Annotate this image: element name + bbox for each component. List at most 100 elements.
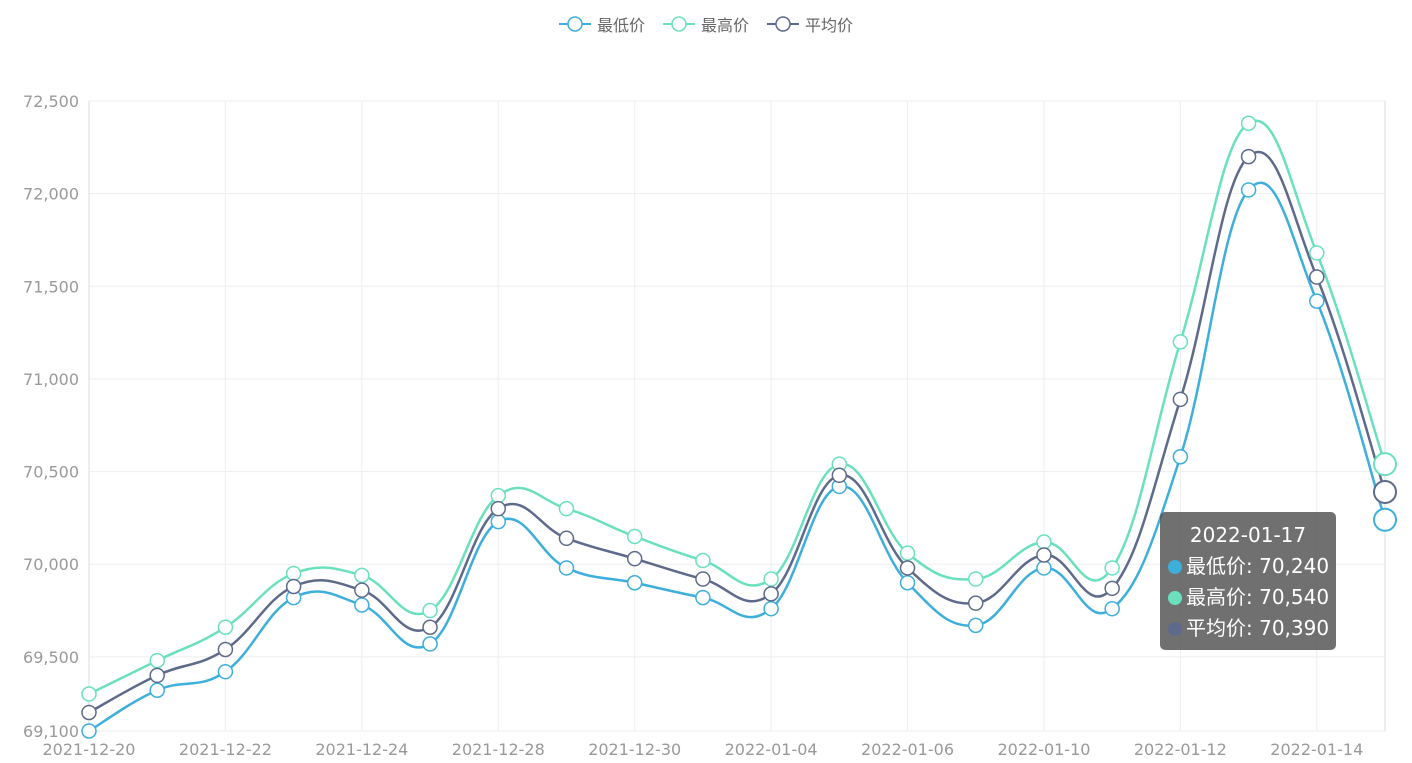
data-point[interactable] <box>217 619 234 635</box>
tooltip: 2022-01-17 最低价: 70,240 最高价: 70,540 平均价: … <box>1160 512 1336 650</box>
data-point[interactable] <box>422 619 438 635</box>
series-dot-icon <box>1168 590 1182 605</box>
legend-label: 最低价 <box>596 16 645 35</box>
tooltip-row-text: 平均价: 70,390 <box>1186 616 1330 640</box>
data-point[interactable] <box>354 597 370 613</box>
data-point[interactable] <box>695 589 711 606</box>
data-point[interactable] <box>1240 148 1257 165</box>
data-point[interactable] <box>763 586 779 602</box>
data-point[interactable] <box>1172 391 1189 408</box>
data-point[interactable] <box>149 667 165 684</box>
data-point[interactable] <box>558 530 575 547</box>
data-point[interactable] <box>763 600 779 617</box>
data-point[interactable] <box>899 545 916 561</box>
tooltip-row-text: 最低价: 70,240 <box>1186 554 1330 578</box>
series-line-2 <box>88 150 1387 714</box>
legend: 最低价 最高价 平均价 <box>0 12 1412 36</box>
legend-label: 最高价 <box>700 16 749 35</box>
data-point[interactable] <box>1104 560 1120 576</box>
data-point[interactable] <box>831 467 848 484</box>
data-point[interactable] <box>899 560 916 576</box>
data-point[interactable] <box>490 513 507 530</box>
data-point[interactable] <box>1309 269 1325 285</box>
data-point[interactable] <box>490 500 507 517</box>
data-point[interactable] <box>81 686 97 702</box>
data-point[interactable] <box>149 652 165 669</box>
data-point[interactable] <box>899 575 916 591</box>
data-point[interactable] <box>217 641 234 658</box>
data-point[interactable] <box>422 602 438 619</box>
data-point[interactable] <box>1240 115 1257 131</box>
data-point[interactable] <box>354 582 370 598</box>
data-point[interactable] <box>1104 600 1120 617</box>
data-point[interactable] <box>285 578 302 595</box>
series-dot-icon <box>1168 559 1182 574</box>
data-point[interactable] <box>1172 449 1189 465</box>
data-point[interactable] <box>558 560 575 576</box>
x-tick-label: 2022-01-12 <box>1134 740 1227 759</box>
tooltip-title: 2022-01-17 <box>1189 523 1307 547</box>
data-point[interactable] <box>217 663 234 680</box>
data-point[interactable] <box>1309 293 1325 309</box>
data-point[interactable] <box>81 723 97 739</box>
legend-item-lowest[interactable]: 最低价 <box>558 12 645 36</box>
axes: 69,100 69,500 70,000 70,500 71,000 71,500 72,0… <box>23 92 1386 759</box>
tooltip-row-highest: 最高价: 70,540 <box>1168 582 1336 613</box>
data-point[interactable] <box>1373 452 1397 477</box>
data-point[interactable] <box>967 571 984 587</box>
data-point[interactable] <box>1036 534 1052 550</box>
legend-item-average[interactable]: 平均价 <box>767 12 853 36</box>
y-tick-label: 72,000 <box>23 185 79 204</box>
x-tick-label: 2021-12-24 <box>315 740 408 759</box>
legend-line-circle-icon <box>662 16 695 32</box>
data-point[interactable] <box>285 565 302 582</box>
data-point[interactable] <box>695 571 711 587</box>
data-point[interactable] <box>1036 547 1052 563</box>
y-tick-label: 69,100 <box>23 722 79 741</box>
data-point[interactable] <box>967 595 984 611</box>
data-point[interactable] <box>695 552 711 569</box>
data-point[interactable] <box>1172 334 1189 350</box>
y-tick-label: 71,000 <box>23 370 79 389</box>
tooltip-row-lowest: 最低价: 70,240 <box>1168 551 1336 582</box>
data-point[interactable] <box>626 550 643 567</box>
data-point[interactable] <box>967 617 984 634</box>
y-tick-label: 69,500 <box>23 648 79 667</box>
data-point[interactable] <box>1240 182 1257 198</box>
legend-line-circle-icon <box>558 16 591 32</box>
data-point[interactable] <box>626 575 643 591</box>
data-point[interactable] <box>81 704 97 721</box>
x-tick-label: 2022-01-06 <box>861 740 954 759</box>
data-point[interactable] <box>558 500 575 517</box>
x-tick-label: 2022-01-14 <box>1270 740 1363 759</box>
data-point[interactable] <box>490 487 507 504</box>
data-point[interactable] <box>1309 245 1325 261</box>
series-line-1 <box>88 119 1387 696</box>
data-point[interactable] <box>354 567 370 584</box>
series-layer <box>81 115 1397 739</box>
tooltip-row-average: 平均价: 70,390 <box>1168 613 1336 644</box>
data-point[interactable] <box>1104 580 1120 597</box>
x-tick-label: 2021-12-28 <box>452 740 545 759</box>
x-tick-label: 2021-12-20 <box>43 740 136 759</box>
x-tick-label: 2021-12-30 <box>588 740 681 759</box>
series-dot-icon <box>1168 621 1182 636</box>
y-tick-label: 72,500 <box>23 92 79 111</box>
x-tick-label: 2022-01-04 <box>725 740 818 759</box>
y-tick-label: 70,500 <box>23 463 79 482</box>
data-point[interactable] <box>626 528 643 545</box>
series-line-0 <box>88 181 1387 733</box>
data-point[interactable] <box>1373 479 1397 504</box>
data-point[interactable] <box>149 682 165 698</box>
legend-label: 平均价 <box>805 16 854 35</box>
data-point[interactable] <box>422 636 438 652</box>
x-tick-label: 2022-01-10 <box>997 740 1090 759</box>
y-tick-label: 71,500 <box>23 277 79 296</box>
data-point[interactable] <box>1373 507 1397 532</box>
tooltip-row-text: 最高价: 70,540 <box>1186 585 1330 609</box>
legend-item-highest[interactable]: 最高价 <box>662 12 749 36</box>
x-tick-label: 2021-12-22 <box>179 740 272 759</box>
y-tick-label: 70,000 <box>23 555 79 574</box>
data-point[interactable] <box>1036 560 1052 576</box>
data-point[interactable] <box>763 571 779 587</box>
